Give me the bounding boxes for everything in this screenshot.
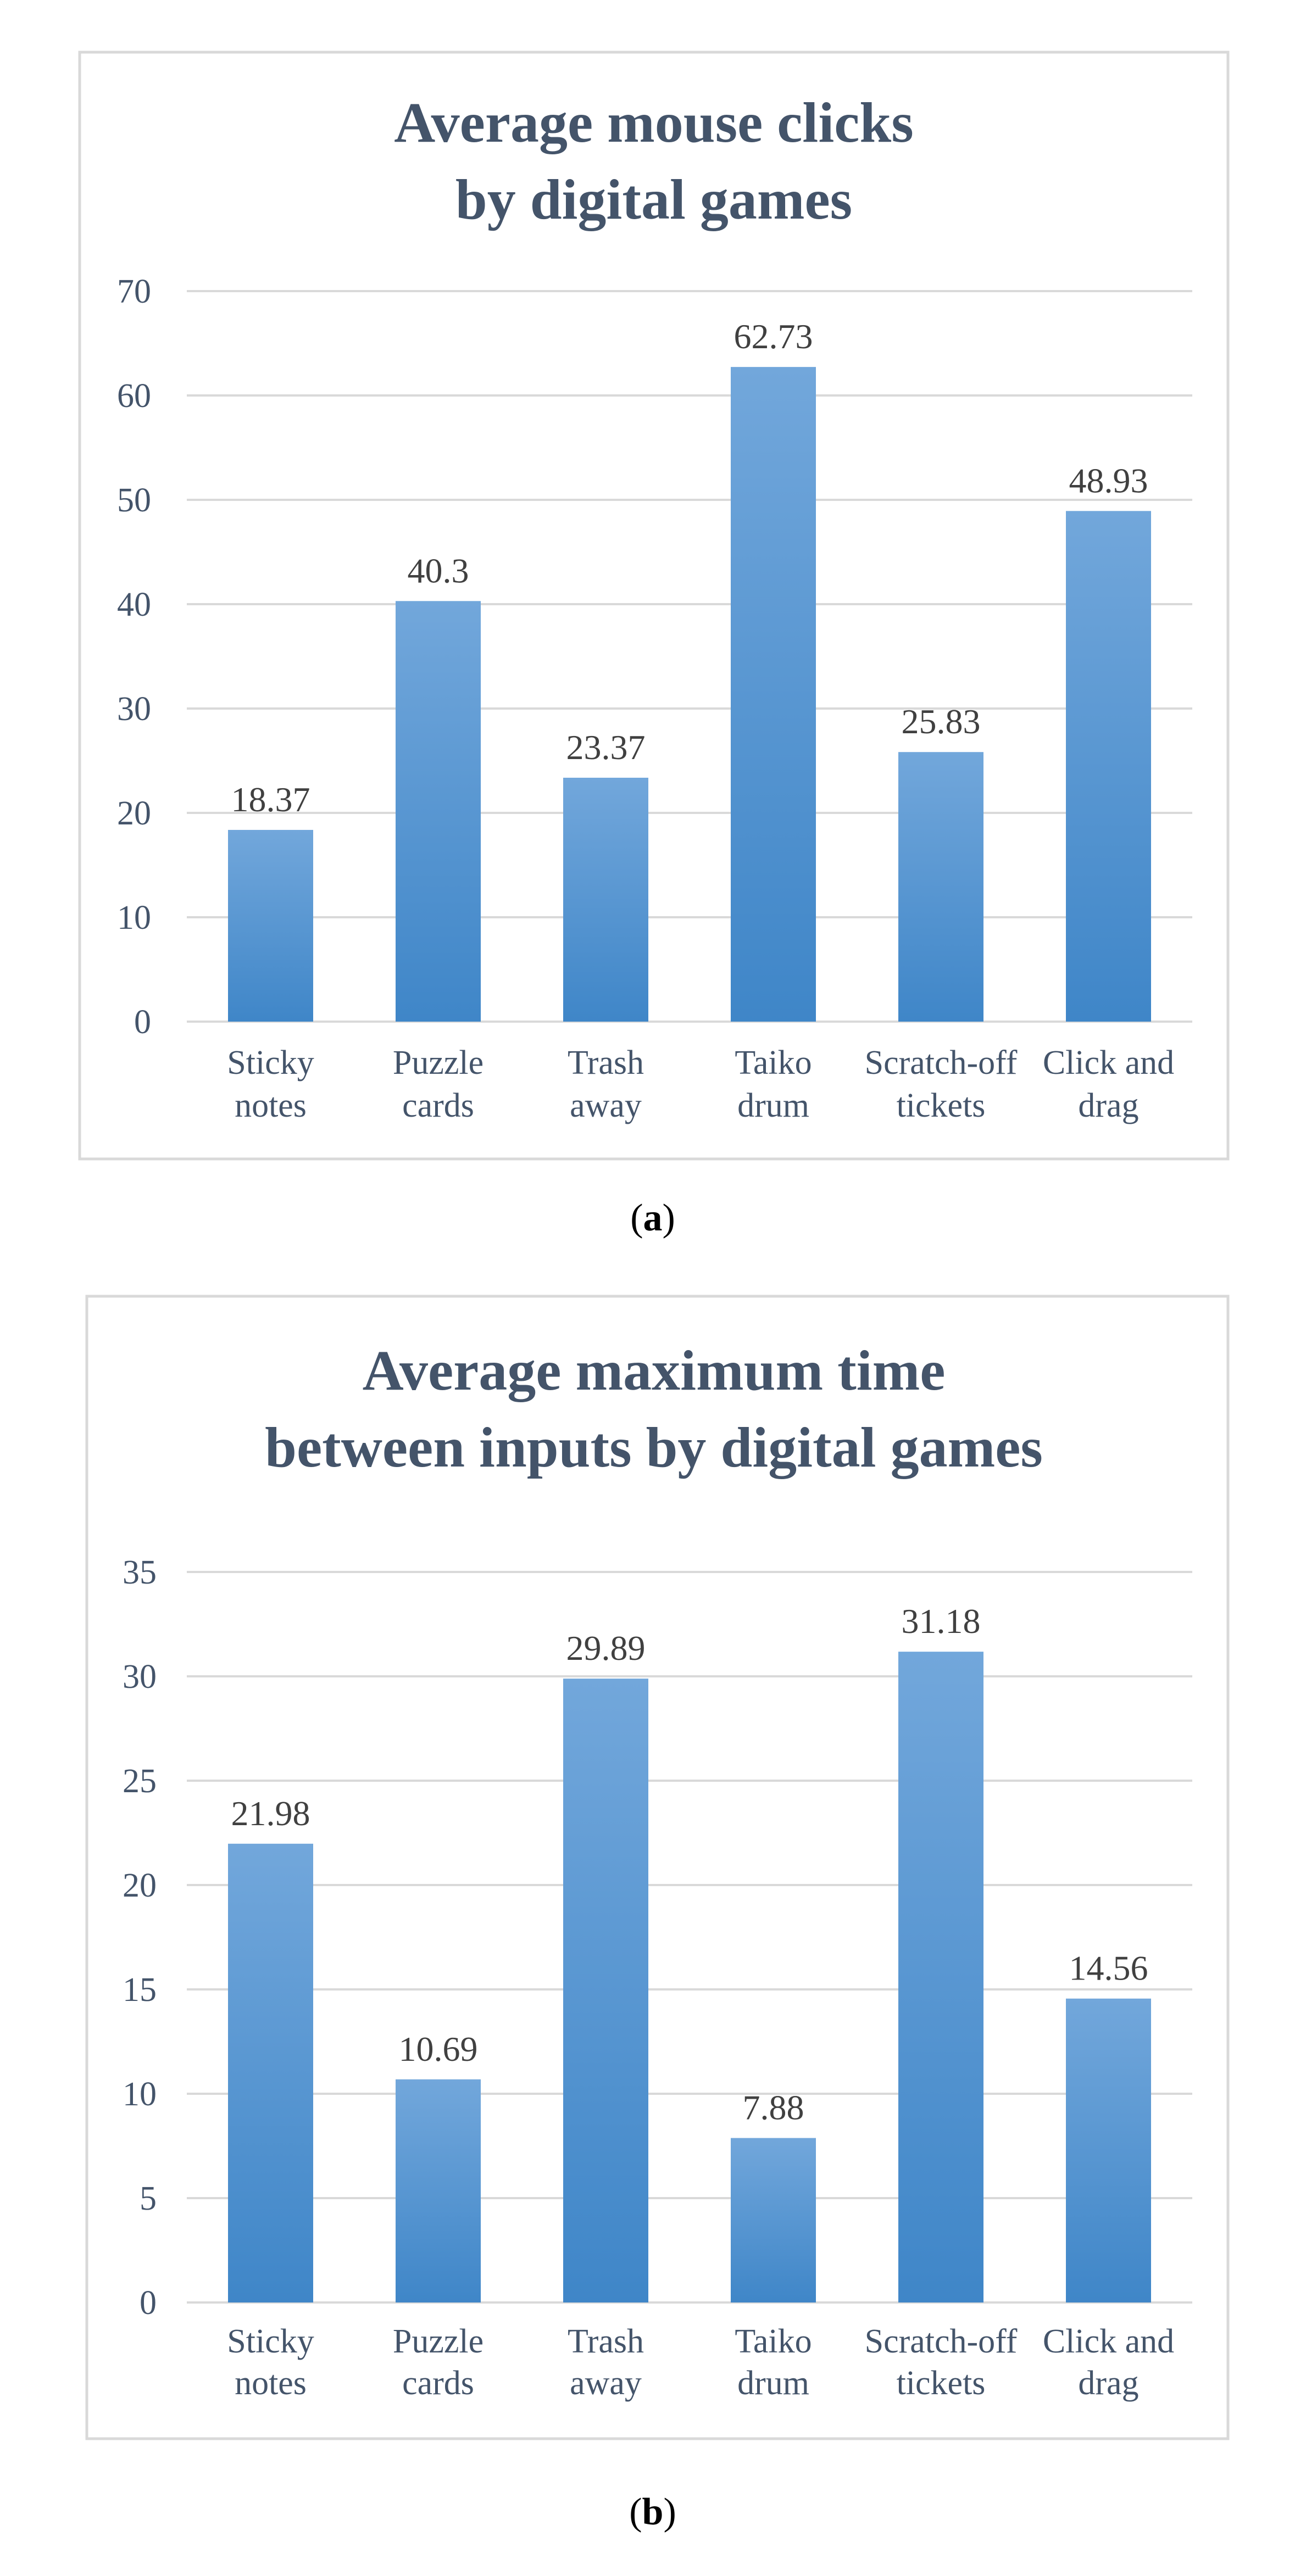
bar <box>396 601 481 1022</box>
caption-letter: a <box>643 1197 663 1239</box>
data-label: 29.89 <box>566 1629 646 1668</box>
bar <box>898 1652 983 2302</box>
category-label: tickets <box>897 1087 986 1124</box>
y-tick-label: 0 <box>140 2284 157 2322</box>
y-tick-label: 15 <box>123 1971 157 2009</box>
y-tick-label: 20 <box>117 795 151 832</box>
bar <box>563 777 648 1022</box>
category-label: cards <box>402 2365 474 2402</box>
category-label: away <box>570 1087 642 1124</box>
category-label: Sticky <box>227 2323 314 2360</box>
bar <box>396 2079 481 2302</box>
data-label: 31.18 <box>902 1602 981 1641</box>
data-label: 7.88 <box>743 2088 804 2127</box>
data-label: 21.98 <box>231 1794 310 1833</box>
caption-paren-close: ) <box>663 2491 676 2533</box>
category-label: tickets <box>897 2365 986 2402</box>
category-label: Taiko <box>735 2323 812 2360</box>
y-tick-label: 30 <box>123 1658 157 1696</box>
y-tick-label: 10 <box>123 2076 157 2113</box>
caption-paren-close: ) <box>663 1197 675 1239</box>
chart-title-line: by digital games <box>455 168 852 231</box>
chart-b-svg: Average maximum time between inputs by di… <box>85 1295 1230 2533</box>
y-tick-label: 70 <box>117 273 151 310</box>
data-label: 62.73 <box>734 317 813 356</box>
data-label: 48.93 <box>1069 461 1148 500</box>
category-label: Taiko <box>735 1044 812 1081</box>
category-label: away <box>570 2365 642 2402</box>
bar <box>1066 1998 1151 2302</box>
y-tick-label: 60 <box>117 377 151 415</box>
category-label: drag <box>1078 1087 1138 1124</box>
y-tick-label: 10 <box>117 899 151 936</box>
y-tick-label: 50 <box>117 482 151 519</box>
data-label: 18.37 <box>231 780 310 819</box>
category-label: Click and <box>1043 2323 1174 2360</box>
category-label: drum <box>737 1087 809 1124</box>
category-label: drag <box>1078 2365 1138 2402</box>
category-label: cards <box>402 1087 474 1124</box>
category-label: Scratch-off <box>865 1044 1018 1081</box>
data-label: 23.37 <box>566 728 646 767</box>
category-label: Scratch-off <box>865 2323 1018 2360</box>
y-tick-label: 30 <box>117 690 151 728</box>
bar <box>1066 511 1151 1022</box>
bar <box>731 367 816 1022</box>
bar <box>731 2138 816 2302</box>
panel-caption: (a) <box>630 1197 675 1239</box>
category-label: Puzzle <box>393 1044 484 1081</box>
y-tick-label: 35 <box>123 1554 157 1591</box>
caption-paren-open: ( <box>630 1197 643 1239</box>
chart-panel-a: Average mouse clicks by digital games 0 10 2… <box>0 0 1306 1263</box>
caption-paren-open: ( <box>629 2491 642 2533</box>
chart-a-svg: Average mouse clicks by digital games 0 10 2… <box>78 51 1230 1239</box>
bar <box>563 1679 648 2302</box>
category-label: Click and <box>1043 1044 1174 1081</box>
chart-title-line: between inputs by digital games <box>265 1416 1043 1479</box>
chart-title-line: Average mouse clicks <box>394 91 913 154</box>
chart-panel-b: Average maximum time between inputs by di… <box>0 1280 1306 2576</box>
category-label: Trash <box>568 2323 644 2360</box>
category-label: notes <box>235 2365 307 2402</box>
data-label: 40.3 <box>408 551 469 590</box>
chart-title-line: Average maximum time <box>363 1339 946 1402</box>
caption-letter: b <box>642 2491 664 2533</box>
y-tick-label: 40 <box>117 586 151 623</box>
category-label: drum <box>737 2365 809 2402</box>
data-label: 14.56 <box>1069 1949 1148 1988</box>
category-label: Trash <box>568 1044 644 1081</box>
data-label: 10.69 <box>399 2029 478 2068</box>
category-label: Puzzle <box>393 2323 484 2360</box>
bar <box>898 752 983 1022</box>
data-label: 25.83 <box>902 702 981 741</box>
bar <box>228 829 313 1022</box>
y-tick-label: 20 <box>123 1867 157 1904</box>
y-tick-label: 25 <box>123 1763 157 1800</box>
category-label: notes <box>235 1087 307 1124</box>
y-tick-label: 0 <box>134 1003 151 1041</box>
panel-caption: (b) <box>629 2491 676 2533</box>
category-label: Sticky <box>227 1044 314 1081</box>
y-tick-label: 5 <box>140 2180 157 2217</box>
bar <box>228 1843 313 2302</box>
